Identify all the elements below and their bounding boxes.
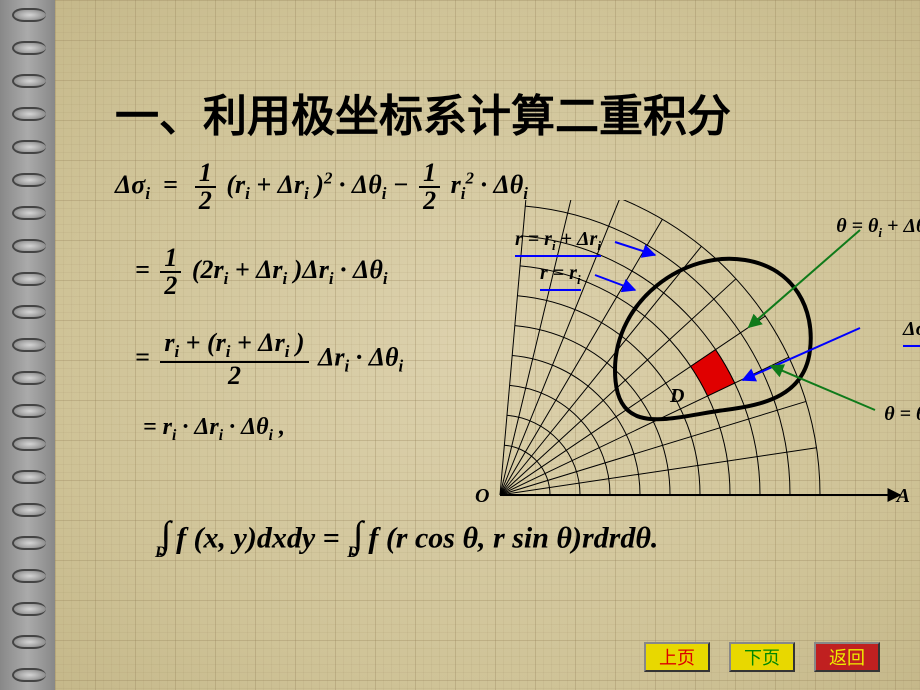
slide-paper: 一、利用极坐标系计算二重积分 Δσi = 12 (ri + Δri )2 · Δ… [55,0,920,690]
label-r-inner: r = ri [540,262,581,291]
polar-diagram: r = ri + Δri r = ri θ = θi + Δθi Δσi θ =… [465,200,920,530]
label-axis: A [897,485,910,508]
label-dsigma: Δσi [903,318,920,347]
slide-title: 一、利用极坐标系计算二重积分 [115,80,731,144]
back-button[interactable]: 返回 [814,642,880,672]
equation-line-4: = ri · Δri · Δθi , [143,415,285,443]
label-theta-inner: θ = θi [884,403,920,429]
next-button[interactable]: 下页 [729,642,795,672]
label-region: D [670,385,684,408]
equation-line-2: = 12 (2ri + Δri )Δri · Δθi [135,245,388,299]
equation-line-3: = ri + (ri + Δri ) 2 Δri · Δθi [135,330,403,389]
label-r-outer: r = ri + Δri [515,228,601,257]
label-theta-outer: θ = θi + Δθi [836,215,920,241]
prev-button[interactable]: 上页 [644,642,710,672]
spiral-binding [0,0,55,690]
label-origin: O [475,485,489,508]
